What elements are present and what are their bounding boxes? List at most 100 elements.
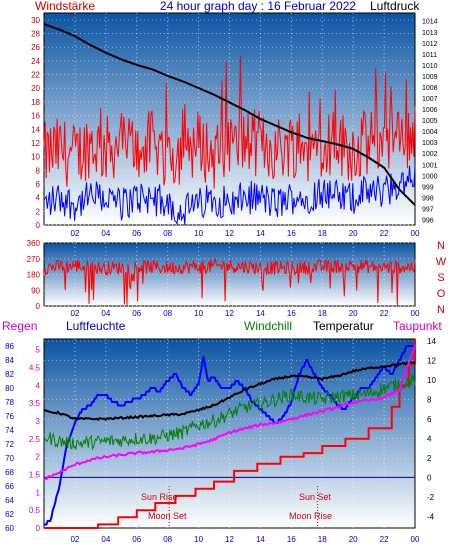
rain-y-tick-3: 3 <box>36 417 41 426</box>
humidity-y-tick-66: 66 <box>5 482 14 491</box>
pressure-y-tick-1009: 1009 <box>422 74 438 81</box>
wind-y-tick-26: 26 <box>31 43 40 52</box>
p3-x-tick-02: 02 <box>70 535 79 544</box>
wind-y-tick-10: 10 <box>31 153 40 162</box>
legend-humidity: Luftfeuchte <box>66 319 126 333</box>
humidity-y-tick-70: 70 <box>5 454 14 463</box>
pressure-y-tick-999: 999 <box>422 184 434 191</box>
temperature-humidity-panel: 606264666870727476788082848600.511.522.5… <box>5 337 436 544</box>
p1-x-tick-06: 06 <box>132 229 141 238</box>
temp-y-tick-12: 12 <box>427 356 436 365</box>
rain-y-tick-3.5: 3.5 <box>29 399 41 408</box>
p1-x-tick-08: 08 <box>163 229 172 238</box>
chart-title: 24 hour graph day : 16 Februar 2022 <box>160 0 356 13</box>
humidity-y-tick-62: 62 <box>5 510 14 519</box>
p3-x-tick-16: 16 <box>287 535 296 544</box>
wind-direction-series <box>43 257 416 306</box>
direction-y-tick-0: 0 <box>36 302 41 311</box>
p1-x-tick-18: 18 <box>318 229 327 238</box>
dewpoint-series <box>43 344 416 481</box>
humidity-y-tick-64: 64 <box>5 496 14 505</box>
p3-x-tick-10: 10 <box>194 535 203 544</box>
p3-x-tick-22: 22 <box>380 535 389 544</box>
humidity-y-tick-84: 84 <box>5 356 14 365</box>
rain-series <box>44 339 416 529</box>
wind-y-tick-16: 16 <box>31 112 40 121</box>
p2-x-tick-00: 00 <box>411 309 420 318</box>
humidity-y-tick-74: 74 <box>5 426 14 435</box>
direction-y-tick-180: 180 <box>27 271 41 280</box>
wind-y-tick-20: 20 <box>31 84 40 93</box>
legend-dewpoint: Taupunkt <box>393 319 442 333</box>
rain-y-tick-1.5: 1.5 <box>29 471 41 480</box>
annotation-sun-rise: Sun Rise <box>141 492 178 502</box>
temp-y-tick--2: -2 <box>427 493 435 502</box>
humidity-y-tick-72: 72 <box>5 440 14 449</box>
pressure-y-tick-1006: 1006 <box>422 107 438 114</box>
p2-plot-area <box>43 242 416 307</box>
p2-x-tick-16: 16 <box>287 309 296 318</box>
pressure-y-tick-997: 997 <box>422 206 434 213</box>
humidity-y-tick-80: 80 <box>5 384 14 393</box>
pressure-y-tick-1005: 1005 <box>422 118 438 125</box>
rain-y-tick-5: 5 <box>36 346 41 355</box>
temp-y-tick--4: -4 <box>427 512 435 521</box>
p1-x-tick-04: 04 <box>101 229 110 238</box>
p3-x-tick-08: 08 <box>163 535 172 544</box>
p3-x-tick-00: 00 <box>411 535 420 544</box>
p2-x-tick-12: 12 <box>225 309 234 318</box>
wind-gust-series <box>43 164 416 226</box>
p1-x-tick-14: 14 <box>256 229 265 238</box>
p1-x-tick-16: 16 <box>287 229 296 238</box>
pressure-y-tick-998: 998 <box>422 195 434 202</box>
p2-x-tick-04: 04 <box>101 309 110 318</box>
pressure-y-tick-1004: 1004 <box>422 129 438 136</box>
p2-x-tick-10: 10 <box>194 309 203 318</box>
pressure-y-tick-1001: 1001 <box>422 162 438 169</box>
humidity-y-tick-68: 68 <box>5 468 14 477</box>
wind-y-tick-22: 22 <box>31 71 40 80</box>
p3-x-tick-12: 12 <box>225 535 234 544</box>
rain-y-tick-0: 0 <box>36 524 41 533</box>
p1-x-tick-00: 00 <box>411 229 420 238</box>
pressure-y-tick-1012: 1012 <box>422 41 438 48</box>
p2-x-tick-06: 06 <box>132 309 141 318</box>
pressure-y-tick-1008: 1008 <box>422 85 438 92</box>
rain-y-tick-4: 4 <box>36 381 41 390</box>
pressure-y-tick-1011: 1011 <box>422 52 437 59</box>
temp-y-tick-2: 2 <box>427 454 432 463</box>
p3-x-tick-04: 04 <box>101 535 110 544</box>
p2-x-tick-20: 20 <box>349 309 358 318</box>
pressure-series <box>43 23 416 206</box>
direction-y-tick-90: 90 <box>31 286 40 295</box>
direction-label-O-3: O <box>437 288 446 300</box>
rain-y-tick-2: 2 <box>36 453 41 462</box>
direction-label-N-0: N <box>437 240 445 252</box>
temp-y-tick-10: 10 <box>427 376 436 385</box>
rain-y-tick-2.5: 2.5 <box>29 435 41 444</box>
temp-y-tick-6: 6 <box>427 415 432 424</box>
direction-label-S-2: S <box>437 272 444 284</box>
pressure-y-tick-1010: 1010 <box>422 63 438 70</box>
p2-x-tick-18: 18 <box>318 309 327 318</box>
rain-y-tick-0.5: 0.5 <box>29 506 41 515</box>
legend-temperature: Temperatur <box>313 319 374 333</box>
pressure-y-tick-1007: 1007 <box>422 96 438 103</box>
temp-y-tick-14: 14 <box>427 337 436 346</box>
humidity-y-tick-76: 76 <box>5 412 14 421</box>
humidity-series <box>44 345 415 526</box>
p1-x-tick-12: 12 <box>225 229 234 238</box>
wind-y-tick-12: 12 <box>31 139 40 148</box>
humidity-y-tick-60: 60 <box>5 524 14 533</box>
windchill-series <box>43 374 416 451</box>
wind-y-tick-18: 18 <box>31 98 40 107</box>
wind-y-tick-30: 30 <box>31 16 40 25</box>
wind-axis-title: Windstärke <box>35 0 95 13</box>
humidity-y-tick-78: 78 <box>5 398 14 407</box>
p1-x-tick-22: 22 <box>380 229 389 238</box>
humidity-y-tick-82: 82 <box>5 370 14 379</box>
annotation-sun-set: Sun Set <box>299 492 332 502</box>
wind-y-tick-8: 8 <box>36 166 41 175</box>
